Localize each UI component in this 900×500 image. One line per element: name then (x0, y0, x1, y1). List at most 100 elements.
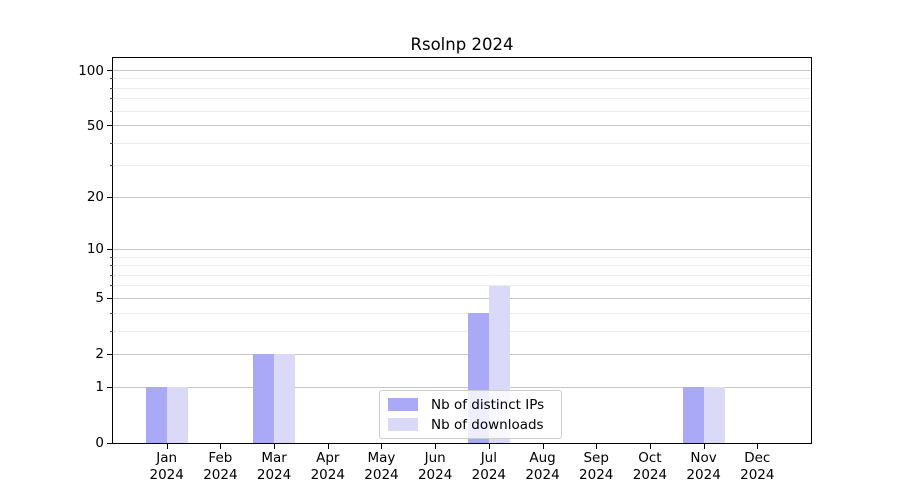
y-minor-tick-mark (110, 285, 113, 287)
minor-gridline (113, 274, 811, 276)
major-gridline (113, 297, 811, 299)
minor-gridline (113, 265, 811, 267)
x-tick-year: 2024 (579, 467, 614, 483)
x-tick-month: Jul (480, 450, 497, 466)
y-minor-tick-mark (110, 274, 113, 276)
x-tick-label: Mar 2024 (244, 450, 304, 484)
y-tick-label: 0 (95, 435, 104, 451)
y-tick-mark (107, 70, 113, 72)
major-gridline (113, 248, 811, 250)
y-minor-tick-mark (110, 165, 113, 167)
plot-area (112, 57, 812, 444)
x-tick-month: Nov (690, 450, 717, 466)
x-tick-year: 2024 (310, 467, 345, 483)
y-minor-tick-mark (110, 87, 113, 89)
y-tick-label: 100 (78, 62, 104, 79)
y-tick-label: 10 (86, 241, 104, 258)
y-tick-mark (107, 297, 113, 299)
minor-gridline (113, 165, 811, 167)
minor-gridline (113, 110, 811, 112)
y-tick-label: 5 (95, 290, 104, 307)
x-tick-label: Sep 2024 (566, 450, 626, 484)
x-tick-year: 2024 (417, 467, 453, 483)
y-tick-mark (107, 125, 113, 127)
x-tick-mark (166, 444, 168, 449)
major-gridline (113, 196, 811, 198)
y-minor-tick-mark (110, 256, 113, 258)
minor-gridline (113, 312, 811, 314)
x-tick-year: 2024 (686, 467, 721, 483)
major-gridline (113, 125, 811, 127)
x-tick-month: Aug (529, 450, 556, 466)
x-tick-mark (381, 444, 383, 449)
y-minor-tick-mark (110, 78, 113, 80)
y-tick-label: 1 (95, 379, 104, 396)
minor-gridline (113, 256, 811, 258)
legend-label-downloads: Nb of downloads (431, 416, 544, 433)
x-tick-label: Apr 2024 (298, 450, 358, 484)
x-tick-year: 2024 (203, 467, 238, 483)
y-tick-mark (107, 248, 113, 250)
x-tick-month: Jan (156, 450, 178, 466)
major-gridline (113, 70, 811, 72)
bar-distinct-ips (253, 354, 275, 443)
x-tick-label: Dec 2024 (727, 450, 787, 484)
x-tick-mark (757, 444, 759, 449)
bar-distinct-ips (682, 387, 704, 443)
legend-item-distinct-ips: Nb of distinct IPs (388, 397, 553, 413)
x-tick-mark (542, 444, 544, 449)
legend-item-downloads: Nb of downloads (388, 417, 553, 433)
minor-gridline (113, 330, 811, 332)
x-tick-year: 2024 (740, 467, 775, 483)
legend: Nb of distinct IPs Nb of downloads (379, 390, 562, 439)
x-tick-mark (435, 444, 437, 449)
bar-downloads (274, 354, 296, 443)
y-minor-tick-mark (110, 330, 113, 332)
y-minor-tick-mark (110, 142, 113, 144)
x-tick-month: Apr (316, 450, 340, 466)
bar-downloads (703, 387, 725, 443)
x-tick-mark (488, 444, 490, 449)
legend-swatch-distinct-ips-icon (388, 398, 418, 411)
x-tick-mark (596, 444, 598, 449)
x-tick-year: 2024 (632, 467, 668, 483)
minor-gridline (113, 78, 811, 80)
x-tick-month: Mar (261, 450, 287, 466)
x-tick-label: Aug 2024 (513, 450, 573, 484)
x-tick-label: Feb 2024 (190, 450, 250, 484)
y-tick-label: 2 (95, 346, 104, 363)
x-tick-year: 2024 (471, 467, 507, 483)
x-tick-mark (220, 444, 222, 449)
y-tick-mark (107, 442, 113, 444)
minor-gridline (113, 98, 811, 100)
y-tick-mark (107, 196, 113, 198)
x-tick-mark (327, 444, 329, 449)
chart-title: Rsolnp 2024 (410, 35, 514, 54)
y-minor-tick-mark (110, 98, 113, 100)
y-tick-label: 20 (86, 189, 104, 206)
major-gridline (113, 353, 811, 355)
y-minor-tick-mark (110, 265, 113, 267)
minor-gridline (113, 285, 811, 287)
minor-gridline (113, 142, 811, 144)
x-tick-year: 2024 (149, 467, 184, 483)
x-tick-label: Nov 2024 (674, 450, 734, 484)
y-tick-mark (107, 386, 113, 388)
y-minor-tick-mark (110, 312, 113, 314)
x-tick-month: Dec (744, 450, 771, 466)
x-tick-label: Oct 2024 (620, 450, 680, 484)
x-tick-year: 2024 (364, 467, 399, 483)
x-tick-month: Feb (208, 450, 233, 466)
bar-distinct-ips (145, 387, 167, 443)
x-tick-year: 2024 (256, 467, 292, 483)
y-tick-mark (107, 353, 113, 355)
x-tick-month: Sep (583, 450, 609, 466)
y-minor-tick-mark (110, 110, 113, 112)
x-tick-label: Jan 2024 (137, 450, 197, 484)
x-tick-mark (649, 444, 651, 449)
x-tick-label: May 2024 (351, 450, 411, 484)
bar-downloads (166, 387, 188, 443)
y-tick-label: 50 (86, 117, 104, 134)
x-tick-year: 2024 (525, 467, 560, 483)
